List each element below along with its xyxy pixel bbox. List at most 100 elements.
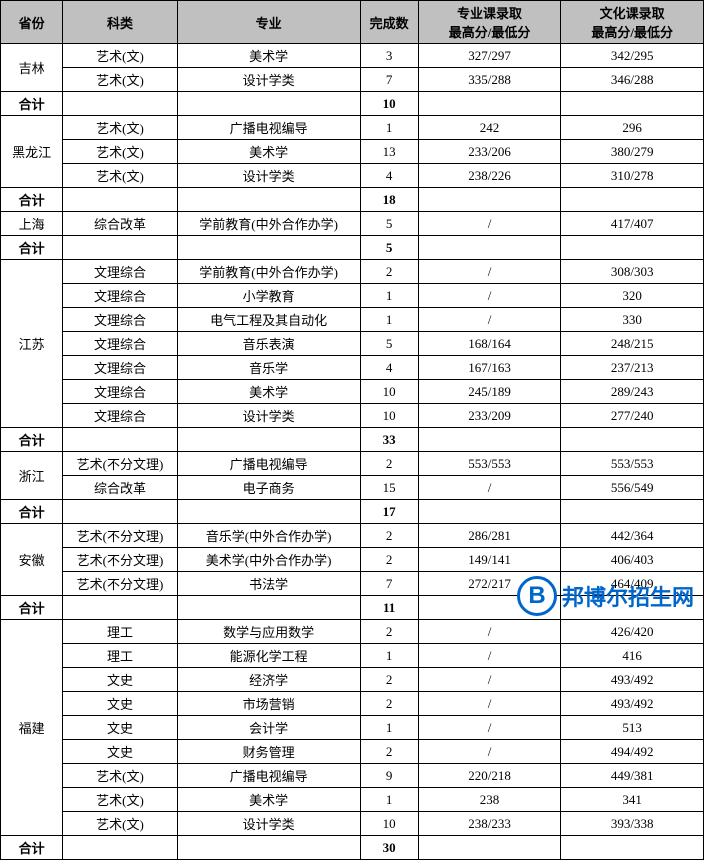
major-cell: 美术学	[177, 44, 360, 68]
subtotal-empty	[177, 500, 360, 524]
score1-cell: 233/209	[418, 404, 561, 428]
score1-cell: 233/206	[418, 140, 561, 164]
province-cell: 浙江	[1, 452, 63, 500]
score2-cell: 513	[561, 716, 704, 740]
header-major: 专业	[177, 1, 360, 44]
count-cell: 2	[360, 524, 418, 548]
score1-cell: 167/163	[418, 356, 561, 380]
table-row: 艺术(不分文理)书法学7272/217464/409	[1, 572, 704, 596]
table-row: 文理综合电气工程及其自动化1/330	[1, 308, 704, 332]
score2-cell: 320	[561, 284, 704, 308]
subtotal-label: 合计	[1, 500, 63, 524]
score2-cell: 493/492	[561, 668, 704, 692]
score1-cell: /	[418, 476, 561, 500]
score2-cell: 393/338	[561, 812, 704, 836]
count-cell: 2	[360, 740, 418, 764]
subtotal-empty	[561, 188, 704, 212]
subtotal-empty	[63, 596, 177, 620]
category-cell: 艺术(文)	[63, 140, 177, 164]
subtotal-empty	[177, 92, 360, 116]
count-cell: 2	[360, 452, 418, 476]
subtotal-empty	[63, 92, 177, 116]
score1-cell: 238/233	[418, 812, 561, 836]
subtotal-empty	[561, 596, 704, 620]
subtotal-empty	[177, 188, 360, 212]
score1-cell: /	[418, 212, 561, 236]
score1-cell: /	[418, 284, 561, 308]
score1-cell: /	[418, 692, 561, 716]
major-cell: 美术学	[177, 140, 360, 164]
score2-cell: 289/243	[561, 380, 704, 404]
table-row: 文史经济学2/493/492	[1, 668, 704, 692]
score2-cell: 464/409	[561, 572, 704, 596]
category-cell: 艺术(文)	[63, 44, 177, 68]
count-cell: 2	[360, 620, 418, 644]
header-score1: 专业课录取最高分/最低分	[418, 1, 561, 44]
count-cell: 13	[360, 140, 418, 164]
subtotal-empty	[561, 428, 704, 452]
score2-cell: 330	[561, 308, 704, 332]
count-cell: 9	[360, 764, 418, 788]
count-cell: 1	[360, 308, 418, 332]
table-row: 文理综合小学教育1/320	[1, 284, 704, 308]
subtotal-label: 合计	[1, 236, 63, 260]
table-row: 艺术(文)设计学类7335/288346/288	[1, 68, 704, 92]
subtotal-row: 合计 11	[1, 596, 704, 620]
score2-cell: 310/278	[561, 164, 704, 188]
table-row: 浙江艺术(不分文理)广播电视编导2553/553553/553	[1, 452, 704, 476]
subtotal-label: 合计	[1, 188, 63, 212]
table-row: 文史财务管理2/494/492	[1, 740, 704, 764]
category-cell: 文理综合	[63, 380, 177, 404]
subtotal-label: 合计	[1, 596, 63, 620]
province-cell: 黑龙江	[1, 116, 63, 188]
score2-cell: 277/240	[561, 404, 704, 428]
subtotal-empty	[561, 92, 704, 116]
score1-cell: /	[418, 308, 561, 332]
major-cell: 音乐表演	[177, 332, 360, 356]
count-cell: 10	[360, 812, 418, 836]
table-row: 综合改革电子商务15/556/549	[1, 476, 704, 500]
score1-cell: 245/189	[418, 380, 561, 404]
major-cell: 数学与应用数学	[177, 620, 360, 644]
score1-cell: /	[418, 740, 561, 764]
score2-cell: 341	[561, 788, 704, 812]
header-category: 科类	[63, 1, 177, 44]
subtotal-empty	[63, 836, 177, 860]
table-row: 福建理工数学与应用数学2/426/420	[1, 620, 704, 644]
subtotal-empty	[63, 500, 177, 524]
province-cell: 江苏	[1, 260, 63, 428]
category-cell: 文史	[63, 716, 177, 740]
table-row: 艺术(文)广播电视编导9220/218449/381	[1, 764, 704, 788]
count-cell: 3	[360, 44, 418, 68]
major-cell: 广播电视编导	[177, 116, 360, 140]
subtotal-label: 合计	[1, 428, 63, 452]
table-row: 文理综合设计学类10233/209277/240	[1, 404, 704, 428]
table-row: 上海综合改革学前教育(中外合作办学)5/417/407	[1, 212, 704, 236]
province-cell: 安徽	[1, 524, 63, 596]
category-cell: 艺术(不分文理)	[63, 452, 177, 476]
score1-cell: 286/281	[418, 524, 561, 548]
subtotal-empty	[177, 836, 360, 860]
province-cell: 福建	[1, 620, 63, 836]
score1-cell: 220/218	[418, 764, 561, 788]
count-cell: 5	[360, 212, 418, 236]
table-row: 艺术(文)设计学类10238/233393/338	[1, 812, 704, 836]
count-cell: 1	[360, 116, 418, 140]
count-cell: 4	[360, 164, 418, 188]
major-cell: 美术学	[177, 788, 360, 812]
subtotal-count: 11	[360, 596, 418, 620]
major-cell: 学前教育(中外合作办学)	[177, 212, 360, 236]
score2-cell: 494/492	[561, 740, 704, 764]
subtotal-empty	[418, 188, 561, 212]
category-cell: 文理综合	[63, 284, 177, 308]
category-cell: 综合改革	[63, 476, 177, 500]
major-cell: 市场营销	[177, 692, 360, 716]
score2-cell: 553/553	[561, 452, 704, 476]
subtotal-empty	[561, 500, 704, 524]
count-cell: 1	[360, 788, 418, 812]
category-cell: 文史	[63, 740, 177, 764]
score2-cell: 493/492	[561, 692, 704, 716]
province-cell: 吉林	[1, 44, 63, 92]
subtotal-row: 合计10	[1, 92, 704, 116]
major-cell: 会计学	[177, 716, 360, 740]
